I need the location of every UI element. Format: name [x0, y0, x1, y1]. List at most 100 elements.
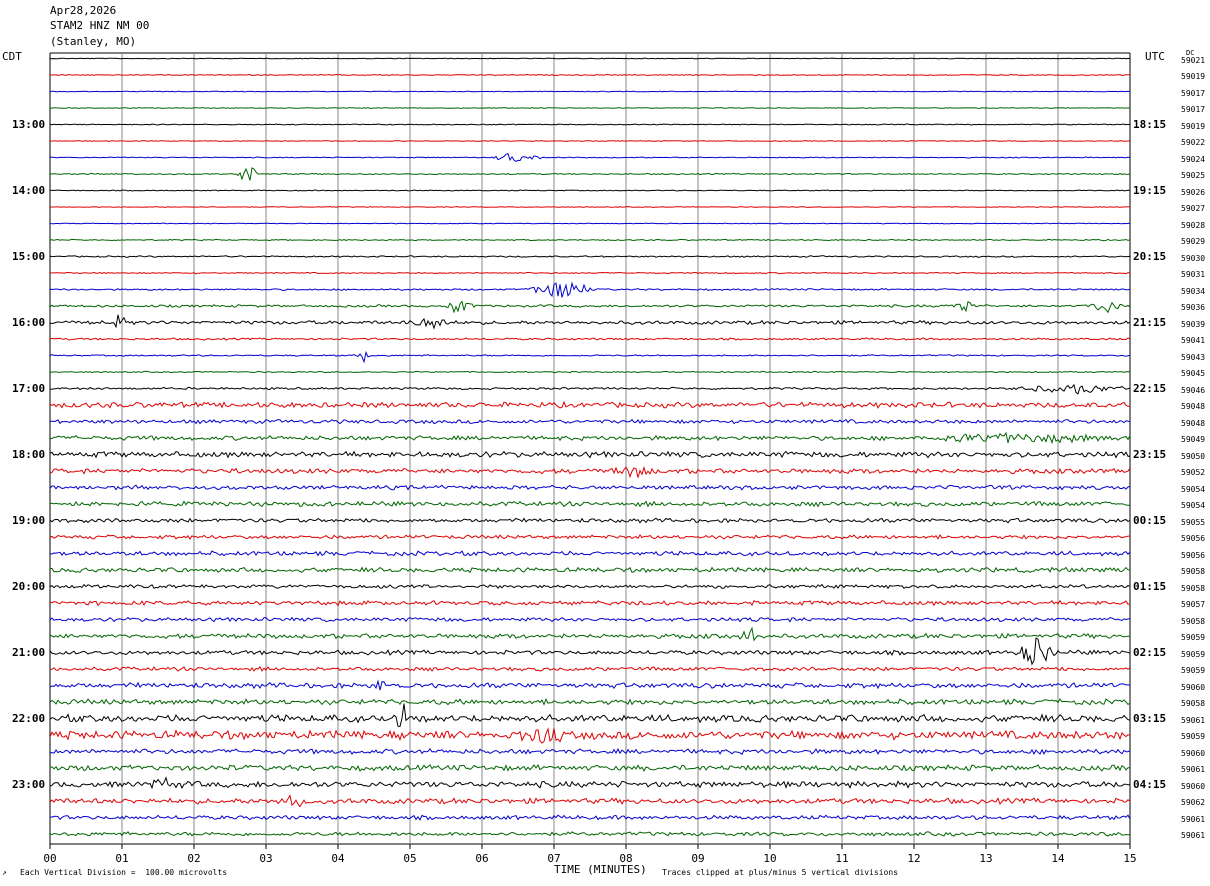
trace-row-26	[49, 484, 1131, 491]
left-hour-label: 13:00	[12, 117, 46, 131]
header-date: Apr28,2026	[50, 4, 117, 17]
dc-offset-value: 59054	[1181, 501, 1206, 510]
left-hour-label: 17:00	[12, 381, 46, 395]
x-tick-label: 00	[43, 852, 57, 865]
left-timezone-label: CDT	[2, 50, 22, 63]
dc-offset-value: 59019	[1181, 72, 1206, 81]
right-hour-label: 23:15	[1133, 447, 1167, 461]
dc-offset-value: 59034	[1181, 286, 1206, 296]
trace-row-21	[49, 400, 1131, 409]
trace-row-2	[49, 90, 1131, 93]
dc-offset-value: 59045	[1181, 369, 1206, 378]
x-tick-label: 10	[763, 852, 777, 865]
dc-offset-header: DC	[1186, 49, 1195, 57]
trace-row-9	[49, 206, 1131, 208]
dc-offset-value: 59052	[1181, 468, 1206, 477]
dc-offset-value: 59046	[1181, 385, 1206, 395]
trace-row-45	[49, 794, 1131, 808]
seismic-traces	[49, 57, 1131, 837]
left-hour-label: 18:00	[12, 447, 46, 461]
left-hour-label: 22:00	[12, 711, 46, 725]
trace-row-3	[49, 107, 1131, 109]
trace-row-29	[49, 534, 1130, 540]
x-tick-label: 15	[1123, 852, 1137, 865]
dc-offset-value: 59039	[1181, 319, 1206, 329]
dc-offset-value: 59021	[1181, 55, 1206, 65]
x-tick-label: 04	[331, 852, 345, 865]
dc-offset-value: 59050	[1181, 451, 1206, 461]
trace-row-42	[49, 747, 1131, 756]
right-hour-label: 03:15	[1133, 711, 1167, 725]
x-tick-label: 02	[187, 852, 201, 865]
trace-row-16	[49, 314, 1131, 330]
x-tick-label: 12	[907, 852, 921, 865]
right-hour-label: 20:15	[1133, 249, 1167, 263]
right-hour-label: 21:15	[1133, 315, 1167, 329]
dc-offset-value: 59056	[1181, 550, 1206, 560]
dc-offset-value: 59058	[1181, 583, 1206, 593]
right-hour-label: 18:15	[1133, 117, 1167, 131]
trace-row-5	[49, 140, 1131, 142]
left-hour-label: 15:00	[12, 249, 46, 263]
right-hour-label: 00:15	[1133, 513, 1167, 527]
left-hour-label: 23:00	[12, 777, 46, 791]
trace-row-27	[49, 500, 1131, 508]
trace-row-28	[49, 517, 1131, 524]
trace-row-30	[49, 550, 1131, 557]
right-hour-label: 19:15	[1133, 183, 1167, 197]
dc-offset-value: 59056	[1181, 534, 1206, 543]
dc-offset-value: 59041	[1181, 336, 1206, 345]
x-tick-label: 14	[1051, 852, 1065, 865]
trace-row-38	[49, 679, 1131, 691]
right-timezone-label: UTC	[1145, 50, 1165, 63]
trace-row-8	[49, 189, 1131, 192]
trace-row-35	[49, 626, 1131, 642]
x-axis-title: TIME (MINUTES)	[554, 863, 647, 876]
dc-offset-value: 59048	[1181, 418, 1206, 428]
trace-row-19	[49, 370, 1131, 374]
dc-offset-value: 59061	[1181, 765, 1206, 774]
trace-row-15	[49, 300, 1131, 314]
trace-row-22	[49, 418, 1131, 425]
dc-offset-value: 59058	[1181, 567, 1206, 576]
dc-offset-value: 59059	[1181, 732, 1206, 741]
dc-offset-value: 59060	[1181, 748, 1206, 758]
dc-offset-value: 59036	[1181, 303, 1206, 312]
dc-offset-value: 59031	[1181, 270, 1206, 279]
dc-offset-value: 59049	[1181, 435, 1206, 444]
dc-offset-value: 59043	[1181, 352, 1206, 362]
x-tick-label: 11	[835, 852, 849, 865]
header-station: STAM2 HNZ NM 00	[50, 19, 150, 32]
trace-row-43	[49, 763, 1130, 772]
trace-row-0	[49, 57, 1131, 60]
dc-offset-value: 59025	[1181, 171, 1206, 180]
dc-offset-value: 59058	[1181, 616, 1206, 626]
left-hour-label: 14:00	[12, 183, 46, 197]
corner-mark: ↗	[2, 868, 7, 877]
dc-offset-value: 59028	[1181, 220, 1206, 230]
trace-row-33	[49, 599, 1131, 607]
trace-row-40	[49, 703, 1131, 727]
scale-note: Each Vertical Division = 100.00 microvol…	[20, 868, 228, 877]
dc-offset-value: 59062	[1181, 798, 1206, 807]
clip-note: Traces clipped at plus/minus 5 vertical …	[662, 868, 899, 877]
grid-lines	[49, 52, 1131, 849]
trace-row-23	[49, 431, 1131, 445]
trace-row-6	[49, 153, 1131, 162]
left-hour-label: 16:00	[12, 315, 46, 329]
right-hour-label: 04:15	[1133, 777, 1167, 791]
dc-offset-value: 59059	[1181, 649, 1206, 659]
trace-row-39	[49, 697, 1131, 706]
trace-row-36	[49, 637, 1131, 666]
trace-row-4	[49, 123, 1131, 126]
dc-offset-value: 59060	[1181, 682, 1206, 692]
dc-offset-value: 59022	[1181, 138, 1206, 147]
trace-row-17	[49, 337, 1131, 341]
left-hour-label: 19:00	[12, 513, 46, 527]
trace-row-18	[49, 350, 1131, 364]
right-hour-label: 01:15	[1133, 579, 1167, 593]
dc-offset-value: 59019	[1181, 121, 1206, 131]
dc-offset-value: 59030	[1181, 253, 1206, 263]
trace-row-14	[49, 281, 1131, 298]
dc-offset-value: 59057	[1181, 600, 1206, 609]
